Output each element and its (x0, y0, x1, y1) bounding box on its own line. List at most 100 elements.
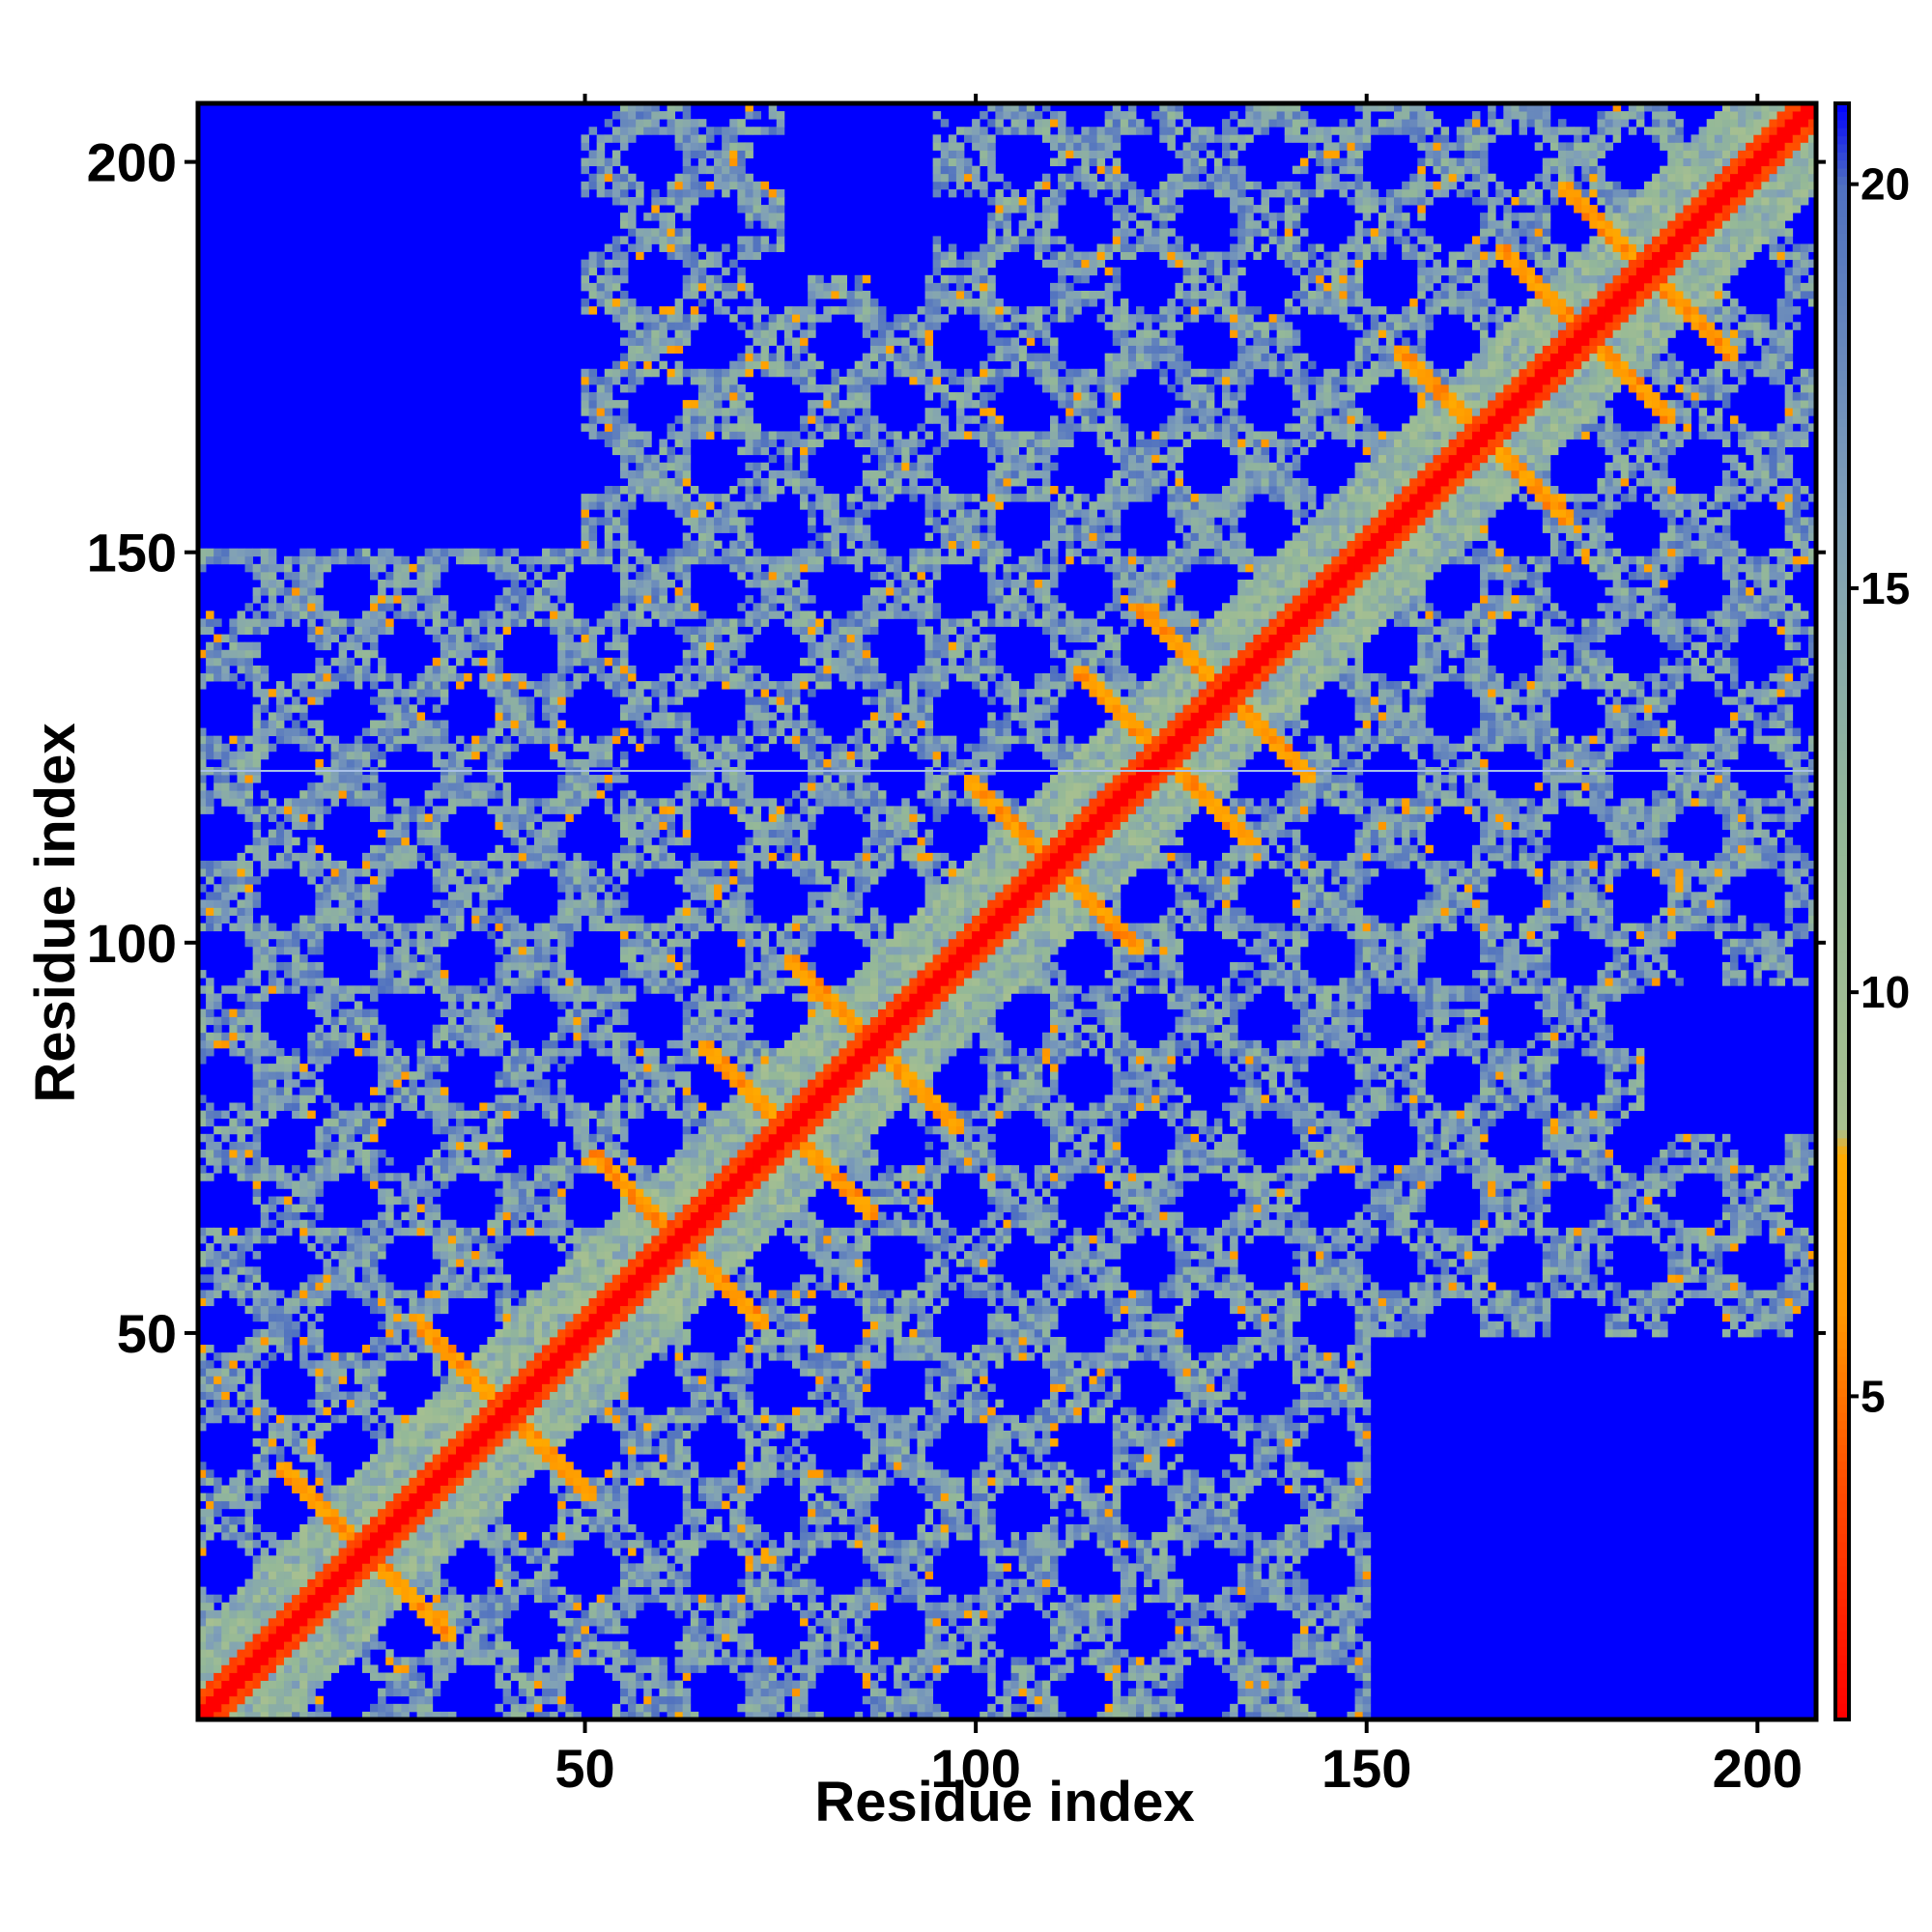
heatmap-cell (495, 689, 502, 696)
heatmap-cell (269, 1579, 276, 1587)
heatmap-cell (323, 861, 330, 868)
heatmap-cell (299, 1111, 307, 1119)
heatmap-cell (495, 1150, 502, 1157)
heatmap-cell (229, 1017, 237, 1025)
heatmap-cell (378, 1501, 385, 1509)
heatmap-cell (471, 1610, 479, 1618)
heatmap-cell (292, 1431, 299, 1438)
heatmap-cell (511, 985, 519, 993)
heatmap-cell (440, 1220, 448, 1228)
heatmap-cell (503, 954, 511, 962)
heatmap-cell (433, 899, 440, 907)
heatmap-cell (557, 720, 565, 727)
heatmap-cell (511, 1673, 519, 1681)
heatmap-cell (417, 1064, 425, 1071)
heatmap-cell (612, 1033, 620, 1040)
heatmap-cell (612, 907, 620, 915)
heatmap-cell (339, 1626, 347, 1634)
heatmap-cell (597, 134, 605, 142)
heatmap-cell (269, 595, 276, 603)
heatmap-cell (495, 1298, 502, 1306)
heatmap-cell (565, 1415, 573, 1423)
heatmap-cell (362, 1603, 370, 1610)
heatmap-cell (253, 1681, 261, 1689)
heatmap-cell (526, 970, 534, 978)
heatmap-cell (597, 1040, 605, 1048)
heatmap-cell (542, 595, 550, 603)
heatmap-cell (229, 1657, 237, 1664)
heatmap-cell (433, 580, 440, 587)
heatmap-cell (503, 1111, 511, 1119)
heatmap-cell (393, 611, 401, 618)
heatmap-cell (276, 1180, 284, 1188)
heatmap-cell (206, 1415, 213, 1423)
heatmap-cell (511, 947, 519, 954)
heatmap-cell (433, 1345, 440, 1352)
heatmap-cell (370, 1509, 378, 1517)
heatmap-cell (284, 1610, 292, 1618)
heatmap-cell (339, 618, 347, 626)
heatmap-cell (284, 939, 292, 947)
heatmap-cell (261, 923, 269, 931)
heatmap-cell (550, 1392, 557, 1400)
heatmap-cell (495, 1446, 502, 1454)
heatmap-cell (425, 798, 433, 806)
heatmap-cell (385, 1681, 393, 1689)
heatmap-cell (245, 1626, 253, 1634)
heatmap-cell (456, 1626, 464, 1634)
heatmap-cell (331, 1486, 339, 1493)
heatmap-cell (229, 752, 237, 759)
heatmap-cell (448, 1477, 456, 1485)
heatmap-cell (323, 1119, 330, 1126)
heatmap-cell (565, 1103, 573, 1111)
heatmap-cell (245, 1056, 253, 1064)
heatmap-cell (620, 673, 628, 681)
heatmap-cell (471, 1423, 479, 1431)
heatmap-cell (245, 1664, 253, 1672)
heatmap-cell (378, 861, 385, 868)
heatmap-cell (582, 673, 589, 681)
heatmap-cell (401, 1180, 409, 1188)
heatmap-cell (323, 1392, 330, 1400)
heatmap-cell (589, 1274, 597, 1282)
heatmap-cell (589, 1298, 597, 1306)
heatmap-cell (597, 1298, 605, 1306)
heatmap-cell (385, 673, 393, 681)
heatmap-cell (385, 1486, 393, 1493)
heatmap-cell (620, 1188, 628, 1196)
heatmap-cell (582, 541, 589, 549)
heatmap-cell (425, 1555, 433, 1563)
heatmap-cell (370, 1477, 378, 1485)
heatmap-cell (487, 564, 495, 572)
heatmap-cell (565, 1509, 573, 1517)
heatmap-cell (229, 556, 237, 564)
heatmap-cell (393, 1094, 401, 1102)
heatmap-cell (245, 845, 253, 853)
heatmap-cell (378, 868, 385, 876)
heatmap-cell (307, 1040, 315, 1048)
heatmap-cell (503, 978, 511, 985)
heatmap-cell (565, 1329, 573, 1337)
heatmap-cell (456, 1454, 464, 1462)
heatmap-cell (370, 1587, 378, 1595)
heatmap-cell (605, 1048, 612, 1056)
heatmap-cell (347, 868, 355, 876)
heatmap-cell (550, 1610, 557, 1618)
heatmap-cell (237, 1282, 244, 1290)
heatmap-cell (511, 1548, 519, 1555)
heatmap-cell (331, 1352, 339, 1360)
heatmap-cell (495, 916, 502, 923)
heatmap-cell (479, 1150, 487, 1157)
heatmap-cell (565, 1368, 573, 1376)
heatmap-cell (550, 1165, 557, 1173)
heatmap-cell (292, 1532, 299, 1540)
heatmap-cell (612, 182, 620, 189)
heatmap-cell (347, 658, 355, 666)
heatmap-cell (503, 1540, 511, 1548)
heatmap-cell (339, 907, 347, 915)
heatmap-cell (245, 931, 253, 939)
heatmap-cell (378, 1555, 385, 1563)
heatmap-cell (362, 1618, 370, 1626)
heatmap-cell (582, 1111, 589, 1119)
heatmap-cell (557, 1205, 565, 1212)
